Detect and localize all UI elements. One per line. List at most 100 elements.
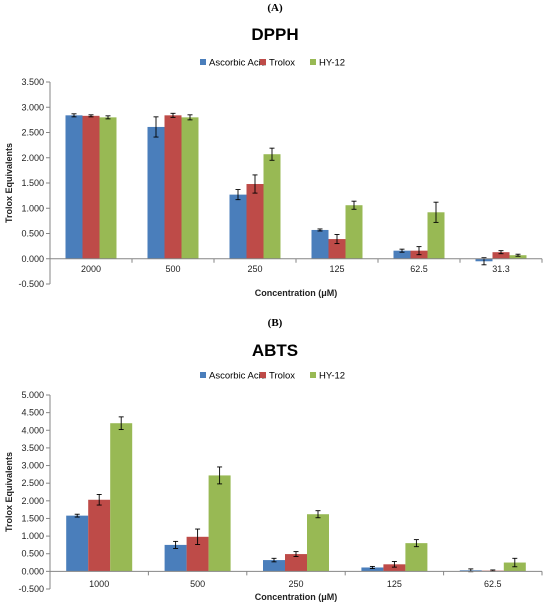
y-tick-label: 3.000 (21, 102, 44, 112)
bar (164, 544, 187, 572)
error-bar (498, 250, 504, 255)
bar (147, 126, 165, 259)
y-tick-label: 4.000 (21, 425, 44, 435)
y-tick-label: 4.500 (21, 408, 44, 418)
chart-title: DPPH (251, 25, 298, 44)
error-bar (217, 466, 223, 485)
x-tick-label: 125 (387, 579, 402, 589)
bar (345, 205, 363, 259)
bar (427, 212, 445, 259)
x-tick-label: 250 (288, 579, 303, 589)
error-bar (118, 416, 124, 431)
bar (307, 514, 329, 572)
y-tick-label: 3.000 (21, 461, 44, 471)
x-tick-label: 125 (329, 264, 344, 274)
legend-swatch (260, 59, 266, 65)
x-axis-label: Concentration (μM) (255, 288, 338, 298)
y-axis-label: Trolox Equivalents (4, 143, 14, 223)
chart-abts: (B) ABTS Ascorbic Acid Trolox HY-12 5.000 4.50… (4, 317, 543, 602)
y-tick-label: 0.000 (21, 254, 44, 264)
y-tick-label: 5.000 (21, 390, 44, 400)
x-tick-label: 250 (247, 264, 262, 274)
legend-label: HY-12 (319, 58, 345, 69)
legend-label: Ascorbic Acid (209, 371, 266, 382)
y-tick-label: 1.000 (21, 531, 44, 541)
error-bar (271, 557, 277, 563)
legend-swatch (260, 372, 266, 378)
bar (246, 184, 264, 259)
y-tick-label: 3.500 (21, 77, 44, 87)
x-tick-label: 500 (165, 264, 180, 274)
x-axis-label: Concentration (μM) (255, 592, 338, 602)
x-tick-label: 31.3 (492, 264, 510, 274)
y-tick-label: 1.500 (21, 178, 44, 188)
legend-item: Ascorbic Acid (200, 371, 266, 382)
bar (393, 250, 411, 259)
y-tick-label: 0.500 (21, 549, 44, 559)
error-bar (293, 551, 299, 557)
y-tick-label: 3.500 (21, 443, 44, 453)
legend-label: Trolox (269, 58, 295, 69)
y-tick-label: -0.500 (18, 584, 44, 594)
bar (208, 475, 231, 572)
legend-item: HY-12 (310, 371, 345, 382)
error-bar (74, 513, 80, 518)
error-bar (153, 116, 159, 138)
bar (88, 499, 111, 572)
bar (66, 515, 89, 572)
bar (405, 543, 428, 572)
x-tick-label: 500 (190, 579, 205, 589)
error-bar (351, 200, 357, 210)
error-bar (105, 115, 111, 120)
bar (110, 423, 133, 572)
error-bar (235, 189, 241, 201)
legend-swatch (310, 372, 316, 378)
error-bar (512, 557, 518, 568)
legend-swatch (310, 59, 316, 65)
legend-item: Trolox (260, 58, 295, 69)
bar (181, 117, 199, 259)
error-bar (71, 113, 77, 118)
x-tick-label: 62.5 (484, 579, 502, 589)
chart-title: ABTS (252, 341, 298, 360)
legend-item: Trolox (260, 371, 295, 382)
error-bar (96, 494, 102, 506)
bar (65, 115, 83, 259)
legend-item: Ascorbic Acid (200, 58, 266, 69)
bar (164, 115, 182, 259)
x-tick-label: 62.5 (410, 264, 428, 274)
panel-label: (A) (267, 2, 283, 14)
legend-swatch (200, 59, 206, 65)
y-tick-label: 1.500 (21, 513, 44, 523)
bar (263, 154, 281, 259)
y-tick-label: 1.000 (21, 203, 44, 213)
bar (311, 229, 329, 259)
error-bar (195, 528, 201, 546)
legend-label: HY-12 (319, 371, 345, 382)
error-bar (252, 174, 258, 194)
bar (82, 115, 100, 259)
error-bar (369, 565, 375, 569)
error-bar (170, 112, 176, 118)
bar (263, 560, 285, 572)
y-tick-label: -0.500 (18, 279, 44, 289)
x-tick-label: 1000 (89, 579, 109, 589)
legend-label: Trolox (269, 371, 295, 382)
error-bar (433, 201, 439, 223)
bar (492, 252, 510, 259)
error-bar (413, 539, 419, 548)
error-bar (515, 253, 521, 257)
bar (229, 194, 247, 259)
error-bar (173, 540, 179, 549)
chart-dpph: (A) DPPH Ascorbic Acid Trolox HY-12 3.500 3.00… (4, 2, 543, 298)
y-axis-label: Trolox Equivalents (4, 452, 14, 532)
bar (285, 554, 307, 572)
bar (509, 255, 527, 259)
y-tick-label: 2.000 (21, 496, 44, 506)
error-bar (88, 114, 94, 118)
error-bar (399, 248, 405, 253)
error-bar (187, 114, 193, 121)
panel-label: (B) (268, 317, 283, 329)
error-bar (391, 561, 397, 568)
